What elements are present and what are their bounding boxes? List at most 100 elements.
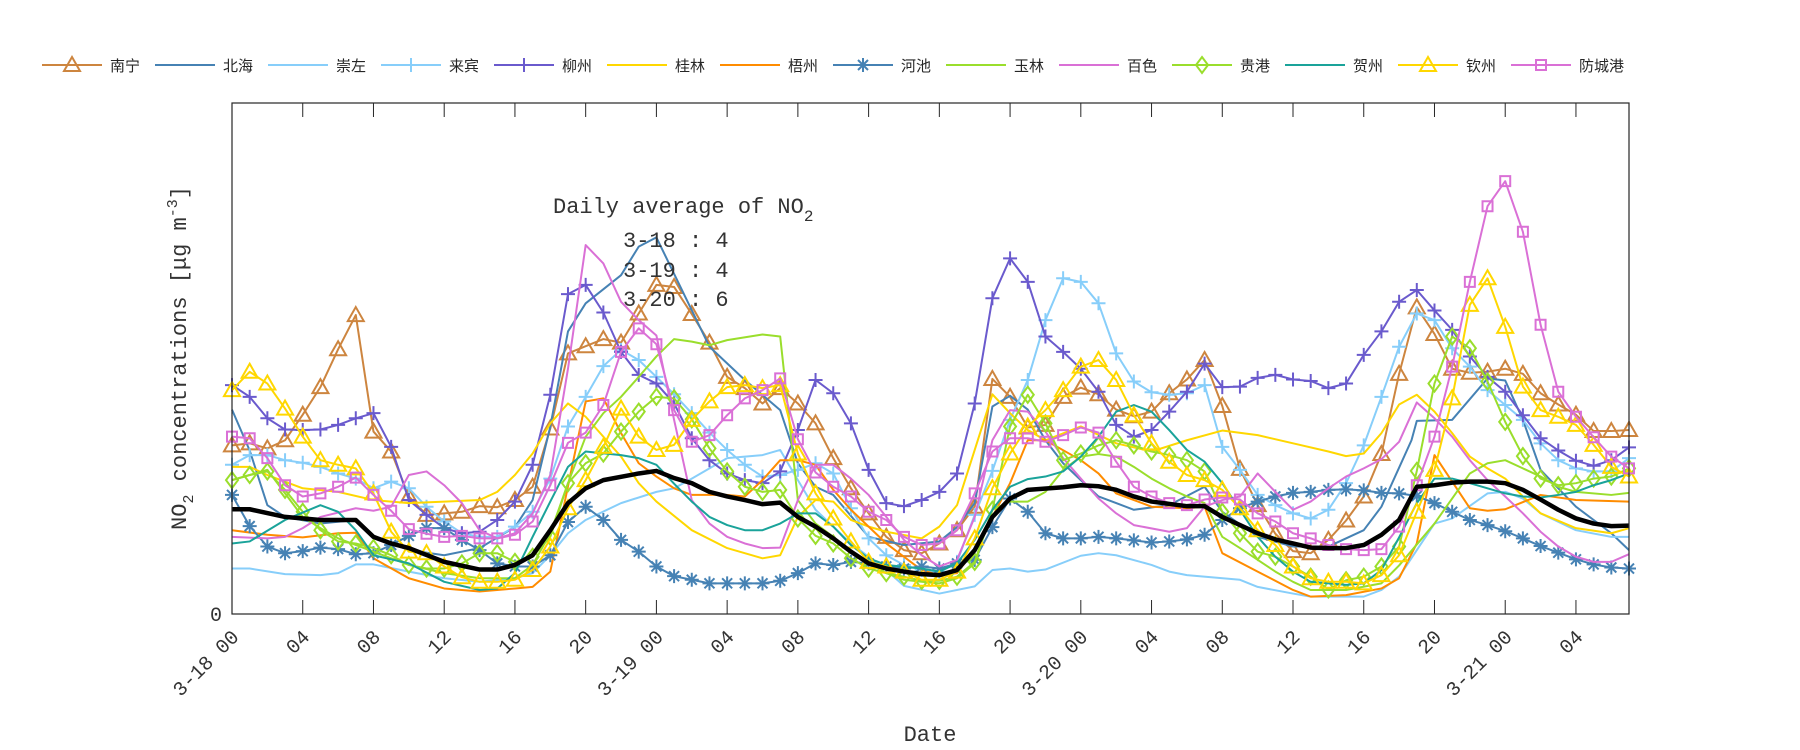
data-point-marker: [1446, 360, 1459, 373]
data-point-marker: [664, 434, 684, 452]
data-point-marker: [487, 571, 507, 589]
data-point-marker: [1020, 385, 1036, 405]
x-tick-label: 3-20 00: [1018, 627, 1094, 703]
data-point-marker: [279, 479, 292, 492]
data-point-marker: [560, 515, 575, 530]
y-label-sub: 2: [181, 495, 198, 504]
data-point-marker: [1197, 527, 1212, 542]
data-point-marker: [614, 532, 629, 547]
data-point-marker: [1304, 532, 1317, 545]
data-point-marker: [1392, 339, 1407, 354]
data-point-marker: [1268, 367, 1283, 382]
data-point-marker: [313, 540, 328, 555]
data-point-marker: [1568, 552, 1583, 567]
data-point-marker: [278, 422, 293, 437]
data-point-marker: [791, 433, 804, 446]
data-point-marker: [1339, 482, 1354, 497]
data-point-marker: [1091, 435, 1106, 456]
data-point-marker: [1583, 434, 1604, 452]
data-point-marker: [1356, 567, 1371, 587]
data-point-marker: [401, 493, 416, 508]
data-point-marker: [1515, 408, 1530, 423]
data-point-marker: [982, 478, 1003, 496]
data-point-marker: [719, 461, 735, 482]
data-point-marker: [1250, 541, 1265, 562]
data-point-marker: [985, 520, 1000, 535]
data-point-marker: [1109, 417, 1124, 432]
data-point-marker: [737, 457, 752, 472]
data-point-marker: [578, 277, 593, 292]
legend-item: 河池: [831, 53, 944, 77]
data-point-marker: [735, 375, 755, 393]
legend-label: 百色: [1127, 56, 1158, 75]
x-tick-label: 12: [424, 627, 457, 660]
data-point-marker: [1530, 383, 1551, 401]
data-point-marker: [367, 488, 380, 501]
data-point-marker: [805, 483, 826, 501]
data-point-marker: [1286, 372, 1301, 387]
data-point-marker: [242, 519, 257, 534]
data-point-marker: [1393, 520, 1406, 533]
data-point-marker: [1055, 450, 1071, 470]
data-point-marker: [348, 547, 363, 562]
data-point-marker: [721, 409, 734, 422]
data-point-marker: [773, 573, 788, 588]
data-point-marker: [1109, 531, 1124, 546]
data-point-marker: [507, 494, 522, 509]
data-point-marker: [331, 417, 346, 432]
data-point-marker: [667, 569, 682, 584]
data-point-marker: [843, 416, 858, 431]
data-point-marker: [243, 432, 256, 445]
data-point-marker: [508, 528, 521, 541]
legend-marker: [517, 58, 531, 72]
data-point-marker: [295, 455, 310, 470]
legend-item: 崇左: [266, 53, 379, 77]
data-point-marker: [1497, 412, 1513, 432]
x-tick-label: 3-18 00: [169, 627, 245, 703]
data-point-marker: [1269, 515, 1282, 528]
x-tick-label: 04: [707, 627, 740, 660]
data-point-marker: [1605, 450, 1618, 463]
data-point-marker: [1374, 389, 1389, 404]
legend-swatch: [268, 64, 328, 66]
legend-item: 桂林: [605, 53, 718, 77]
data-point-marker: [1056, 531, 1071, 546]
data-point-marker: [1481, 200, 1494, 213]
data-point-marker: [703, 429, 716, 442]
data-point-marker: [1340, 543, 1353, 556]
data-point-marker: [756, 384, 769, 397]
data-point-marker: [1000, 386, 1020, 404]
legend-label: 来宾: [449, 56, 480, 75]
data-point-marker: [1159, 451, 1179, 469]
data-point-marker: [702, 438, 717, 459]
data-point-marker: [1232, 523, 1248, 543]
data-point-marker: [790, 566, 805, 581]
data-point-marker: [1232, 462, 1247, 477]
data-point-marker: [310, 377, 331, 395]
x-tick-label: 16: [495, 627, 528, 660]
data-point-marker: [1108, 430, 1124, 450]
legend-label: 梧州: [788, 56, 819, 75]
data-point-marker: [543, 387, 558, 402]
data-point-marker: [1410, 479, 1423, 492]
data-point-marker: [1321, 579, 1336, 600]
legend-label: 桂林: [675, 56, 706, 75]
data-point-marker: [348, 411, 363, 426]
data-point-marker: [1601, 421, 1622, 439]
x-tick-label: 20: [990, 627, 1023, 660]
data-point-marker: [788, 443, 808, 461]
data-point-marker: [1444, 326, 1460, 347]
data-point-marker: [737, 477, 753, 497]
data-point-marker: [1480, 371, 1495, 392]
data-point-marker: [1321, 381, 1336, 396]
data-point-marker: [985, 463, 1000, 478]
legend-marker: [1194, 55, 1210, 75]
data-point-marker: [1427, 303, 1442, 318]
data-point-marker: [862, 505, 875, 518]
legend-label: 贺州: [1353, 56, 1384, 75]
legend-swatch: [155, 64, 215, 66]
data-point-marker: [437, 521, 452, 536]
data-point-marker: [788, 393, 808, 411]
data-point-marker: [452, 567, 472, 585]
